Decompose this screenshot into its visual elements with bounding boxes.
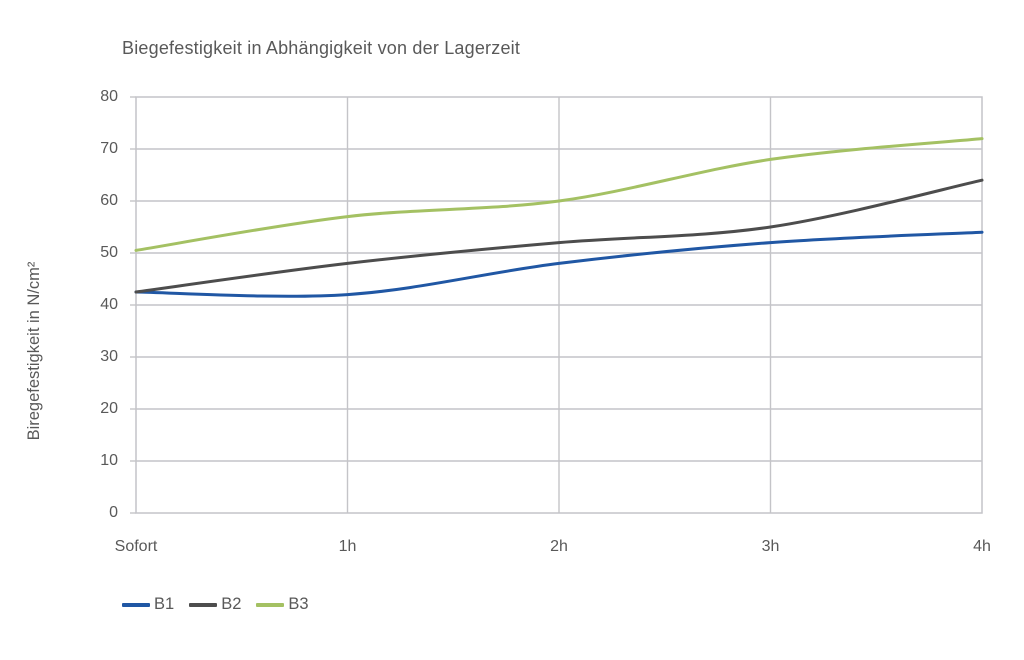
- chart-title: Biegefestigkeit in Abhängigkeit von der …: [122, 38, 521, 58]
- y-tick-label-80: 80: [100, 88, 118, 105]
- y-tick-label-60: 60: [100, 192, 118, 209]
- legend: B1 B2 B3: [122, 595, 309, 614]
- y-tick-label-30: 30: [100, 348, 118, 365]
- y-tick-label-0: 0: [109, 504, 118, 521]
- legend-item-b2: B2: [189, 595, 241, 614]
- series-line-b1: [134, 230, 984, 298]
- y-axis-title: Biregefestigkeit in N/cm²: [25, 261, 43, 441]
- y-tick-label-50: 50: [100, 244, 118, 261]
- legend-swatch-b2: [189, 602, 218, 607]
- legend-label-b2: B2: [221, 595, 242, 613]
- y-tick-label-20: 20: [100, 400, 118, 417]
- series-line-b2: [134, 178, 984, 294]
- legend-label-b3: B3: [288, 595, 309, 613]
- legend-swatch-b3: [256, 602, 285, 607]
- x-tick-label-2h: 2h: [550, 538, 568, 555]
- x-tick-label-1h: 1h: [338, 538, 357, 555]
- y-tick-label-70: 70: [100, 140, 118, 157]
- plot-area: [130, 96, 984, 514]
- x-tick-label-3h: 3h: [761, 538, 780, 555]
- x-tick-label-sofort: Sofort: [114, 538, 158, 555]
- legend-item-b3: B3: [256, 595, 309, 614]
- series-line-b3: [134, 137, 984, 252]
- legend-item-b1: B1: [122, 595, 174, 614]
- legend-label-b1: B1: [154, 595, 175, 613]
- y-tick-label-10: 10: [100, 452, 118, 469]
- x-tick-label-4h: 4h: [973, 538, 991, 555]
- legend-swatch-b1: [122, 602, 150, 607]
- y-tick-label-40: 40: [100, 296, 118, 313]
